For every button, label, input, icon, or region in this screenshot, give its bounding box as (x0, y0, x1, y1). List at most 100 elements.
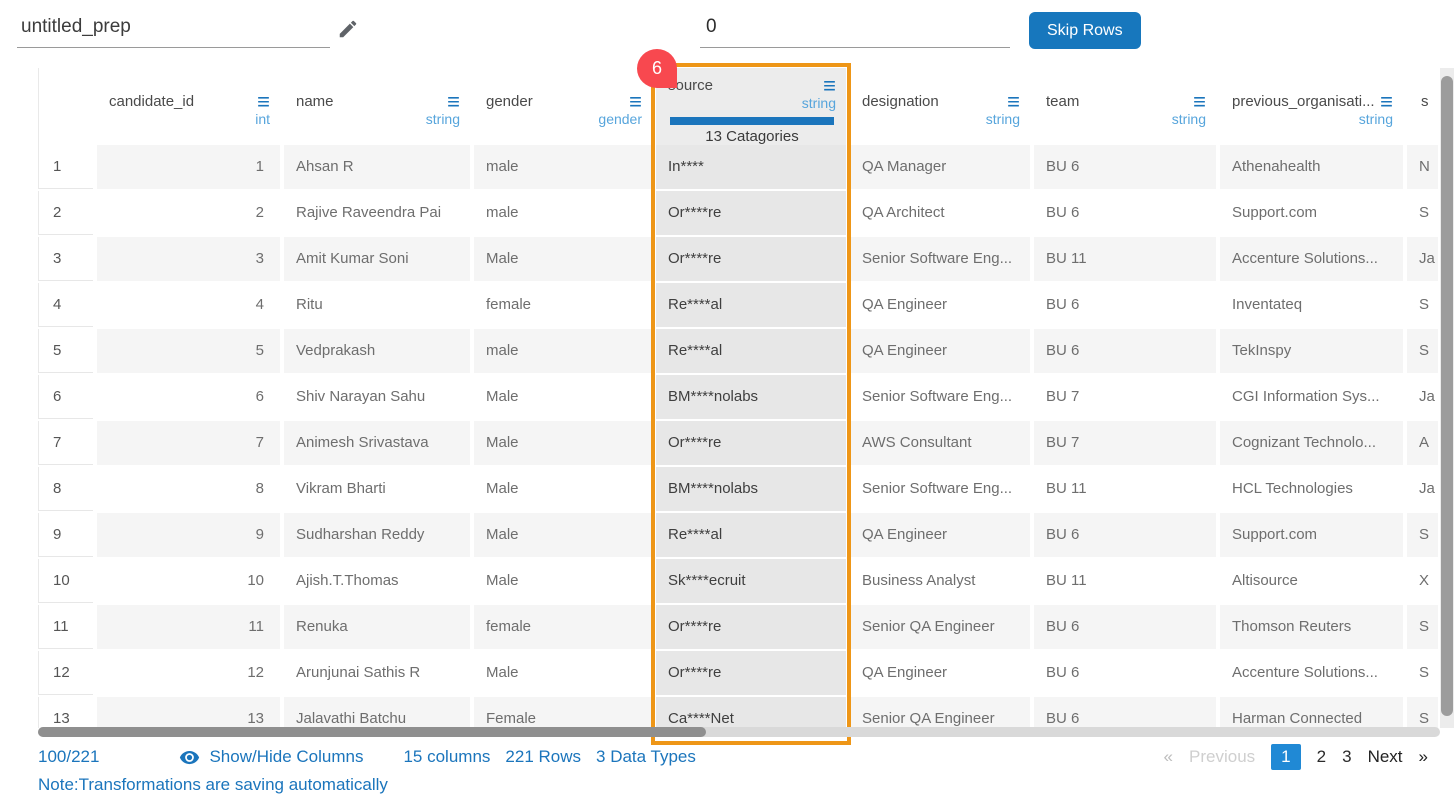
cell-previous_organisation[interactable]: HCL Technologies (1220, 467, 1403, 511)
cell-team[interactable]: BU 11 (1034, 467, 1216, 511)
cell-previous_organisation[interactable]: Inventateq (1220, 283, 1403, 327)
cell-source[interactable]: BM****nolabs (656, 375, 846, 419)
cell-next_col[interactable]: Ja (1407, 237, 1438, 281)
pagination-page-3[interactable]: 3 (1342, 747, 1352, 766)
cell-team[interactable]: BU 6 (1034, 191, 1216, 235)
cell-gender[interactable]: Male (474, 513, 652, 557)
cell-gender[interactable]: female (474, 283, 652, 327)
cell-next_col[interactable]: S (1407, 191, 1438, 235)
cell-source[interactable]: Or****re (656, 421, 846, 465)
cell-next_col[interactable]: Ja (1407, 467, 1438, 511)
cell-gender[interactable]: Male (474, 375, 652, 419)
column-menu-icon[interactable]: ≡ (629, 88, 642, 114)
cell-next_col[interactable]: S (1407, 697, 1438, 728)
cell-candidate_id[interactable]: 5 (97, 329, 280, 373)
column-header-designation[interactable]: designation ≡ string (850, 68, 1030, 145)
pagination-page-2[interactable]: 2 (1316, 747, 1327, 766)
cell-next_col[interactable]: S (1407, 605, 1438, 649)
cell-source[interactable]: In**** (656, 145, 846, 189)
pagination-previous[interactable]: Previous (1189, 747, 1256, 766)
vertical-scrollbar-thumb[interactable] (1441, 76, 1453, 716)
cell-previous_organisation[interactable]: Harman Connected (1220, 697, 1403, 728)
cell-next_col[interactable]: A (1407, 421, 1438, 465)
vertical-scrollbar[interactable] (1440, 68, 1454, 728)
cell-team[interactable]: BU 6 (1034, 513, 1216, 557)
cell-designation[interactable]: Senior QA Engineer (850, 697, 1030, 728)
cell-name[interactable]: Ritu (284, 283, 470, 327)
horizontal-scrollbar-thumb[interactable] (38, 727, 706, 737)
cell-candidate_id[interactable]: 9 (97, 513, 280, 557)
cell-previous_organisation[interactable]: Accenture Solutions... (1220, 651, 1403, 695)
cell-previous_organisation[interactable]: Support.com (1220, 513, 1403, 557)
cell-team[interactable]: BU 6 (1034, 329, 1216, 373)
column-header-source[interactable]: source ≡ string 13 Catagories (656, 68, 846, 145)
cell-name[interactable]: Sudharshan Reddy (284, 513, 470, 557)
cell-source[interactable]: Sk****ecruit (656, 559, 846, 603)
cell-name[interactable]: Ajish.T.Thomas (284, 559, 470, 603)
cell-designation[interactable]: QA Manager (850, 145, 1030, 189)
cell-gender[interactable]: Male (474, 237, 652, 281)
column-header-s[interactable]: s≡ (1407, 68, 1438, 145)
cell-designation[interactable]: Senior Software Eng... (850, 237, 1030, 281)
cell-team[interactable]: BU 6 (1034, 651, 1216, 695)
pagination-prev-arrow[interactable]: « (1163, 747, 1174, 766)
cell-gender[interactable]: Male (474, 651, 652, 695)
prep-name-input[interactable] (17, 12, 330, 48)
pagination-next-arrow[interactable]: » (1418, 747, 1428, 766)
cell-source[interactable]: Re****al (656, 283, 846, 327)
cell-designation[interactable]: AWS Consultant (850, 421, 1030, 465)
cell-name[interactable]: Rajive Raveendra Pai (284, 191, 470, 235)
cell-source[interactable]: Or****re (656, 237, 846, 281)
cell-next_col[interactable]: S (1407, 329, 1438, 373)
cell-designation[interactable]: Senior QA Engineer (850, 605, 1030, 649)
column-header-name[interactable]: name ≡ string (284, 68, 470, 145)
cell-candidate_id[interactable]: 7 (97, 421, 280, 465)
cell-designation[interactable]: QA Engineer (850, 513, 1030, 557)
cell-source[interactable]: Re****al (656, 329, 846, 373)
cell-name[interactable]: Ahsan R (284, 145, 470, 189)
column-header-candidate-id[interactable]: candidate_id ≡ int (97, 68, 280, 145)
cell-gender[interactable]: Male (474, 467, 652, 511)
cell-gender[interactable]: female (474, 605, 652, 649)
cell-source[interactable]: Or****re (656, 651, 846, 695)
column-header-team[interactable]: team ≡ string (1034, 68, 1216, 145)
cell-name[interactable]: Amit Kumar Soni (284, 237, 470, 281)
cell-team[interactable]: BU 11 (1034, 237, 1216, 281)
cell-designation[interactable]: Senior Software Eng... (850, 467, 1030, 511)
column-menu-icon[interactable]: ≡ (1193, 88, 1206, 114)
cell-source[interactable]: BM****nolabs (656, 467, 846, 511)
column-menu-icon[interactable]: ≡ (447, 88, 460, 114)
cell-previous_organisation[interactable]: Cognizant Technolo... (1220, 421, 1403, 465)
cell-gender[interactable]: male (474, 145, 652, 189)
cell-candidate_id[interactable]: 6 (97, 375, 280, 419)
cell-candidate_id[interactable]: 11 (97, 605, 280, 649)
cell-team[interactable]: BU 6 (1034, 283, 1216, 327)
cell-source[interactable]: Or****re (656, 191, 846, 235)
cell-name[interactable]: Renuka (284, 605, 470, 649)
cell-source[interactable]: Or****re (656, 605, 846, 649)
cell-candidate_id[interactable]: 1 (97, 145, 280, 189)
column-menu-icon[interactable]: ≡ (823, 72, 836, 98)
cell-previous_organisation[interactable]: Accenture Solutions... (1220, 237, 1403, 281)
cell-next_col[interactable]: S (1407, 651, 1438, 695)
cell-candidate_id[interactable]: 12 (97, 651, 280, 695)
cell-candidate_id[interactable]: 13 (97, 697, 280, 728)
cell-team[interactable]: BU 7 (1034, 375, 1216, 419)
cell-previous_organisation[interactable]: Support.com (1220, 191, 1403, 235)
cell-next_col[interactable]: Ja (1407, 375, 1438, 419)
cell-previous_organisation[interactable]: Altisource (1220, 559, 1403, 603)
cell-candidate_id[interactable]: 8 (97, 467, 280, 511)
cell-candidate_id[interactable]: 10 (97, 559, 280, 603)
cell-next_col[interactable]: X (1407, 559, 1438, 603)
cell-gender[interactable]: Male (474, 421, 652, 465)
cell-gender[interactable]: male (474, 329, 652, 373)
pagination-next[interactable]: Next (1367, 747, 1403, 766)
cell-source[interactable]: Re****al (656, 513, 846, 557)
cell-name[interactable]: Vedprakash (284, 329, 470, 373)
horizontal-scrollbar[interactable] (38, 727, 1440, 737)
cell-previous_organisation[interactable]: CGI Information Sys... (1220, 375, 1403, 419)
cell-designation[interactable]: QA Engineer (850, 651, 1030, 695)
pagination-page-1[interactable]: 1 (1271, 744, 1301, 770)
cell-candidate_id[interactable]: 3 (97, 237, 280, 281)
column-menu-icon[interactable]: ≡ (257, 88, 270, 114)
